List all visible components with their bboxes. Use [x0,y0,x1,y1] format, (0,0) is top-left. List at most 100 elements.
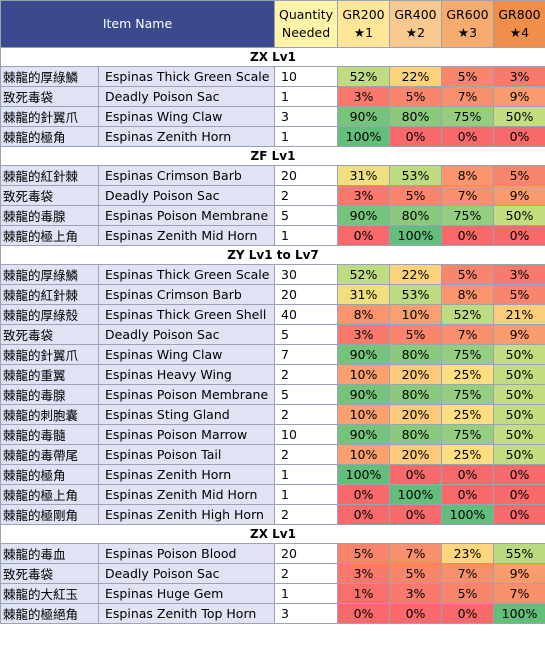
quantity-needed: 3 [274,106,338,127]
drop-rate-cell: 3% [337,563,390,584]
table-row: 棘龍的毒腺 Espinas Poison Membrane 5 90% 80% 75% 50… [0,205,545,226]
drop-rate-cell: 21% [493,304,545,325]
table-row: 致死毒袋 Deadly Poison Sac 5 3% 5% 7% 9% [0,324,545,345]
quantity-needed: 2 [274,444,338,465]
drop-rate-cell: 0% [337,603,390,624]
item-name-zh: 棘龍的針翼爪 [0,106,99,127]
quantity-needed: 1 [274,464,338,485]
item-name-en: Espinas Poison Tail [98,444,275,465]
drop-rate-cell: 23% [441,543,494,564]
drop-rate-cell: 20% [389,444,442,465]
item-name-zh: 棘龍的毒帶尾 [0,444,99,465]
drop-rate-cell: 75% [441,205,494,226]
section-header-row: ZX Lv1 [0,47,545,67]
item-name-zh: 棘龍的毒血 [0,543,99,564]
quantity-needed: 2 [274,563,338,584]
drop-rate-cell: 52% [441,304,494,325]
drop-rate-cell: 75% [441,424,494,445]
quantity-needed: 20 [274,543,338,564]
drop-rate-cell: 3% [493,66,545,87]
rank-header-gr600: GR600 ★3 [441,0,494,48]
drop-rate-cell: 5% [441,66,494,87]
drop-rate-cell: 5% [441,264,494,285]
item-name-zh: 棘龍的毒腺 [0,384,99,405]
drop-rate-cell: 5% [389,185,442,206]
materials-table: Item Name Quantity Needed GR200 ★1 GR400… [0,0,545,624]
item-name-zh: 致死毒袋 [0,324,99,345]
rank-header-star: ★2 [405,25,426,40]
table-row: 棘龍的毒腺 Espinas Poison Membrane 5 90% 80% 75% 50… [0,384,545,405]
item-name-header: Item Name [0,0,275,48]
item-name-en: Espinas Heavy Wing [98,364,275,385]
drop-rate-cell: 5% [493,284,545,305]
drop-rate-cell: 3% [389,583,442,604]
drop-rate-cell: 100% [337,464,390,485]
drop-rate-cell: 0% [493,126,545,147]
drop-rate-cell: 5% [389,324,442,345]
table-row: 棘龍的極角 Espinas Zenith Horn 1 100% 0% 0% 0% [0,126,545,147]
item-name-zh: 棘龍的刺胞囊 [0,404,99,425]
drop-rate-cell: 0% [389,504,442,525]
drop-rate-cell: 5% [493,165,545,186]
item-name-en: Espinas Zenith Mid Horn [98,225,275,246]
quantity-needed: 1 [274,126,338,147]
item-name-en: Espinas Sting Gland [98,404,275,425]
drop-rate-cell: 90% [337,344,390,365]
drop-rate-cell: 55% [493,543,545,564]
table-row: 棘龍的極上角 Espinas Zenith Mid Horn 1 0% 100% 0% 0% [0,225,545,246]
table-body: ZX Lv1 棘龍的厚綠鱗 Espinas Thick Green Scale 10 5… [0,47,545,624]
drop-rate-cell: 10% [337,444,390,465]
table-row: 棘龍的紅針棘 Espinas Crimson Barb 20 31% 53% 8% 5% [0,165,545,186]
drop-rate-cell: 80% [389,205,442,226]
item-name-en: Deadly Poison Sac [98,563,275,584]
drop-rate-cell: 9% [493,86,545,107]
drop-rate-cell: 50% [493,424,545,445]
drop-rate-cell: 50% [493,384,545,405]
header-row: Item Name Quantity Needed GR200 ★1 GR400… [0,0,545,48]
item-name-zh: 棘龍的厚綠鱗 [0,264,99,285]
drop-rate-cell: 53% [389,284,442,305]
drop-rate-cell: 100% [493,603,545,624]
drop-rate-cell: 90% [337,205,390,226]
item-name-en: Espinas Zenith Mid Horn [98,484,275,505]
table-row: 致死毒袋 Deadly Poison Sac 2 3% 5% 7% 9% [0,563,545,584]
item-name-en: Deadly Poison Sac [98,86,275,107]
drop-rate-cell: 100% [337,126,390,147]
table-row: 棘龍的極絕角 Espinas Zenith Top Horn 3 0% 0% 0% 100% [0,603,545,624]
quantity-needed: 3 [274,603,338,624]
item-name-zh: 棘龍的極上角 [0,225,99,246]
drop-rate-cell: 7% [441,563,494,584]
drop-rate-cell: 50% [493,364,545,385]
drop-rate-cell: 80% [389,424,442,445]
quantity-needed: 20 [274,284,338,305]
drop-rate-cell: 5% [389,563,442,584]
quantity-needed: 2 [274,185,338,206]
quantity-needed: 2 [274,404,338,425]
drop-rate-cell: 100% [441,504,494,525]
table-row: 棘龍的毒血 Espinas Poison Blood 20 5% 7% 23% 55% [0,543,545,564]
quantity-needed: 5 [274,205,338,226]
table-row: 棘龍的極上角 Espinas Zenith Mid Horn 1 0% 100% 0% 0% [0,484,545,505]
drop-rate-cell: 0% [493,464,545,485]
drop-rate-cell: 52% [337,264,390,285]
quantity-needed: 1 [274,583,338,604]
item-name-zh: 棘龍的厚綠鱗 [0,66,99,87]
table-row: 棘龍的刺胞囊 Espinas Sting Gland 2 10% 20% 25% 50% [0,404,545,425]
drop-rate-cell: 50% [493,344,545,365]
item-name-en: Espinas Crimson Barb [98,165,275,186]
item-name-en: Espinas Poison Marrow [98,424,275,445]
drop-rate-cell: 22% [389,264,442,285]
table-row: 棘龍的極剛角 Espinas Zenith High Horn 2 0% 0% 100% 0… [0,504,545,525]
quantity-needed: 1 [274,484,338,505]
item-name-en: Espinas Crimson Barb [98,284,275,305]
quantity-needed: 1 [274,86,338,107]
rank-header-star: ★4 [509,25,530,40]
drop-rate-cell: 0% [389,603,442,624]
table-row: 棘龍的重翼 Espinas Heavy Wing 2 10% 20% 25% 50% [0,364,545,385]
item-name-en: Deadly Poison Sac [98,324,275,345]
drop-rate-cell: 8% [441,284,494,305]
drop-rate-cell: 0% [493,484,545,505]
quantity-header-line1: Quantity [279,7,334,22]
item-name-zh: 棘龍的針翼爪 [0,344,99,365]
drop-rate-cell: 0% [389,126,442,147]
